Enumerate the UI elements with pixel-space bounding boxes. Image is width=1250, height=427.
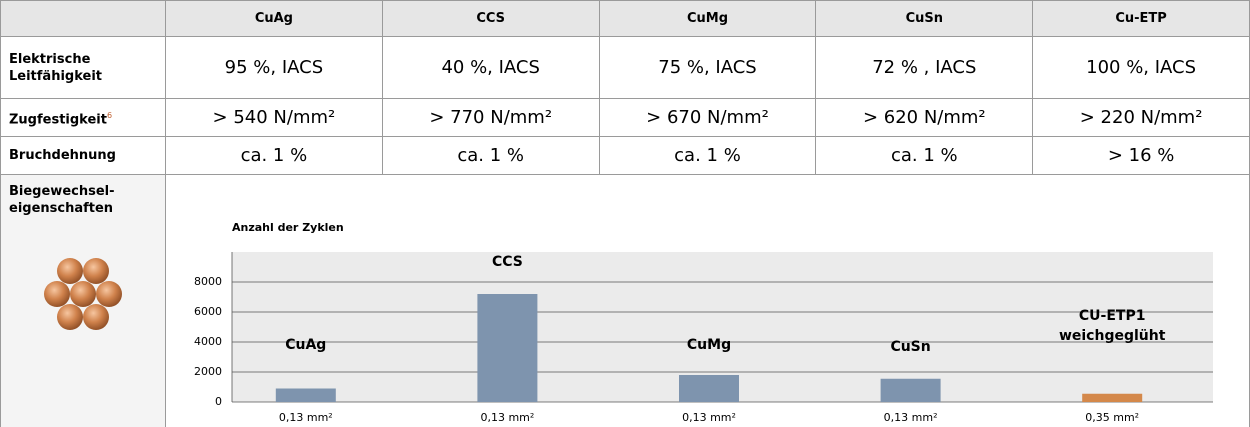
x-tick-label: 0,35 mm²: [1085, 411, 1139, 424]
y-tick-label: 4000: [194, 335, 222, 348]
header-row: CuAg CCS CuMg CuSn Cu-ETP: [0, 0, 1250, 37]
x-tick-label: 0,13 mm²: [279, 411, 333, 424]
x-tick-label: 0,13 mm²: [682, 411, 736, 424]
row-label-line: Zugfestigkeit6: [9, 110, 113, 128]
value-cell: > 220 N/mm²: [1032, 98, 1250, 137]
row-label-line: Elektrische: [9, 51, 91, 67]
row-label-line: Biegewechsel-: [9, 184, 115, 199]
value-cell: 100 %, IACS: [1032, 36, 1250, 99]
footnote-mark: 6: [106, 110, 113, 120]
y-tick-label: 8000: [194, 275, 222, 288]
copper-strand-icon: [44, 258, 122, 330]
table-row: Elektrische Leitfähigkeit 95 %, IACS 40 %, …: [0, 36, 1250, 99]
y-tick-label: 2000: [194, 365, 222, 378]
bar-label: CCS: [492, 254, 523, 270]
bar: [477, 294, 538, 402]
bar-label: CuAg: [285, 337, 326, 353]
corner-cell: [0, 0, 166, 37]
bar-label: CuSn: [890, 339, 930, 355]
bar-label: CU-ETP1: [1079, 308, 1146, 324]
column-header: Cu-ETP: [1032, 0, 1250, 37]
y-axis-title: Anzahl der Zyklen: [232, 221, 344, 234]
bar-label: weichgeglüht: [1059, 328, 1166, 344]
value-cell: > 670 N/mm²: [598, 98, 817, 137]
row-label: Elektrische Leitfähigkeit: [0, 36, 166, 99]
value-cell: ca. 1 %: [815, 136, 1034, 175]
y-tick-label: 6000: [194, 305, 222, 318]
bar: [880, 378, 941, 402]
value-cell: 75 %, IACS: [598, 36, 817, 99]
value-cell: ca. 1 %: [381, 136, 600, 175]
value-cell: > 770 N/mm²: [381, 98, 600, 137]
value-cell: 40 %, IACS: [381, 36, 600, 99]
value-cell: 95 %, IACS: [165, 36, 383, 99]
x-tick-label: 0,13 mm²: [884, 411, 938, 424]
bar: [679, 375, 739, 402]
row-label-line: Leitfähigkeit: [9, 68, 102, 84]
y-tick-label: 0: [215, 395, 222, 408]
bar-label: CuMg: [687, 337, 731, 353]
bar: [275, 388, 336, 402]
column-header: CCS: [381, 0, 600, 37]
row-label-line: Bruchdehnung: [9, 148, 116, 163]
x-tick-label: 0,13 mm²: [480, 411, 534, 424]
bar: [1082, 393, 1143, 402]
row-label-line: eigenschaften: [9, 201, 114, 216]
column-header: CuMg: [598, 0, 817, 37]
row-label: Zugfestigkeit6: [0, 98, 166, 137]
value-cell: > 16 %: [1032, 136, 1250, 175]
row-label: Bruchdehnung: [0, 136, 166, 175]
value-cell: 72 % , IACS: [815, 36, 1034, 99]
